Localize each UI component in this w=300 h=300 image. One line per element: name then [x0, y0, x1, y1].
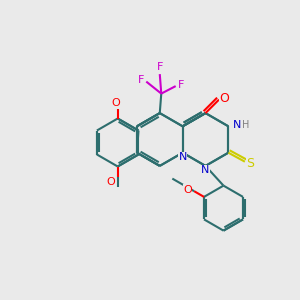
- Text: O: O: [220, 92, 229, 105]
- Text: F: F: [138, 75, 144, 85]
- Text: O: O: [183, 185, 192, 195]
- Text: H: H: [242, 120, 250, 130]
- Text: S: S: [246, 157, 254, 170]
- Text: O: O: [112, 98, 121, 108]
- Text: O: O: [107, 177, 116, 187]
- Text: F: F: [178, 80, 184, 90]
- Text: F: F: [157, 62, 163, 73]
- Text: N: N: [201, 165, 210, 176]
- Text: N: N: [232, 120, 241, 130]
- Text: N: N: [178, 152, 187, 162]
